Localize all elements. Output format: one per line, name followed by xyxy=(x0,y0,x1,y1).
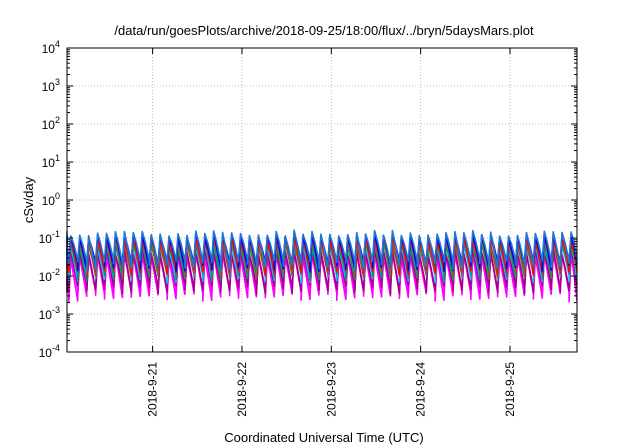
y-tick-label: 103 xyxy=(42,77,60,94)
x-tick-label: 2018-9-21 xyxy=(146,362,160,417)
x-tick-label: 2018-9-25 xyxy=(503,362,517,417)
y-tick-label: 10-4 xyxy=(39,343,60,360)
y-tick-label: 102 xyxy=(42,115,60,132)
x-axis-ticks: 2018-9-21 2018-9-22 2018-9-23 2018-9-24 2018… xyxy=(146,48,517,417)
series-path xyxy=(66,229,578,271)
y-axis-ticks: 10-4 10-3 10-2 10-1 100 101 102 103 104 xyxy=(39,39,577,360)
y-tick-label: 10-2 xyxy=(39,267,60,284)
series-layer xyxy=(66,229,578,303)
x-tick-label: 2018-9-24 xyxy=(414,362,428,417)
y-tick-label: 10-3 xyxy=(39,305,60,322)
chart-title: /data/run/goesPlots/archive/2018-09-25/1… xyxy=(114,23,534,38)
x-axis-label: Coordinated Universal Time (UTC) xyxy=(224,430,423,445)
y-tick-label: 104 xyxy=(42,39,60,56)
y-tick-label: 10-1 xyxy=(39,229,60,246)
y-tick-label: 100 xyxy=(42,191,60,208)
x-tick-label: 2018-9-22 xyxy=(235,362,249,417)
y-axis-label: cSv/day xyxy=(21,176,36,223)
x-tick-label: 2018-9-23 xyxy=(324,362,338,417)
y-tick-label: 101 xyxy=(42,153,60,170)
series-line xyxy=(66,229,578,271)
